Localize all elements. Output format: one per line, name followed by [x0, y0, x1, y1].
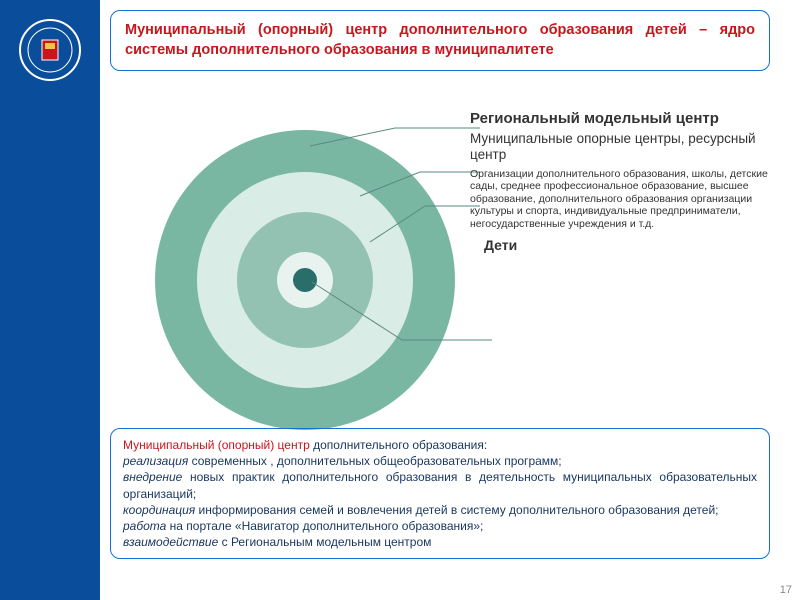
- legend: Региональный модельный центр Муниципальн…: [470, 110, 790, 253]
- title-box: Муниципальный (опорный) центр дополнител…: [110, 10, 770, 71]
- bottom-lead: Муниципальный (опорный) центр: [123, 438, 313, 452]
- bl4-it: координация: [123, 503, 195, 517]
- bl6-r: с Региональным модельным центром: [218, 535, 431, 549]
- bottom-l1-rest: дополнительного образования:: [313, 438, 487, 452]
- bl6-it: взаимодействие: [123, 535, 218, 549]
- legend-municipal: Муниципальные опорные центры, ресурсный …: [470, 131, 790, 163]
- legend-regional: Региональный модельный центр: [470, 110, 790, 127]
- page-number: 17: [780, 584, 792, 596]
- bottom-line-5: работа на портале «Навигатор дополнитель…: [123, 518, 757, 534]
- bl2-r: современных , дополнительных общеобразов…: [188, 454, 561, 468]
- legend-children: Дети: [484, 237, 790, 253]
- bl2-it: реализация: [123, 454, 188, 468]
- bl5-r: на портале «Навигатор дополнительного об…: [166, 519, 483, 533]
- bottom-line-2: реализация современных , дополнительных …: [123, 453, 757, 469]
- bl4-r: информирования семей и вовлечения детей …: [195, 503, 718, 517]
- bl3-it: внедрение: [123, 470, 182, 484]
- bottom-line-4: координация информирования семей и вовле…: [123, 502, 757, 518]
- bl5-it: работа: [123, 519, 166, 533]
- title-text: Муниципальный (опорный) центр дополнител…: [125, 22, 755, 58]
- bottom-line-6: взаимодействие с Региональным модельным …: [123, 534, 757, 550]
- bottom-line-3: внедрение новых практик дополнительного …: [123, 469, 757, 501]
- bottom-line-1: Муниципальный (опорный) центр дополнител…: [123, 437, 757, 453]
- emblem-logo: [18, 18, 82, 82]
- sidebar: [0, 0, 100, 600]
- bottom-box: Муниципальный (опорный) центр дополнител…: [110, 428, 770, 559]
- content-area: Муниципальный (опорный) центр дополнител…: [100, 0, 800, 600]
- concentric-diagram: Региональный модельный центр Муниципальн…: [100, 110, 800, 420]
- bl3-r: новых практик дополнительного образовани…: [123, 470, 757, 500]
- legend-orgs: Организации дополнительного образования,…: [470, 168, 790, 231]
